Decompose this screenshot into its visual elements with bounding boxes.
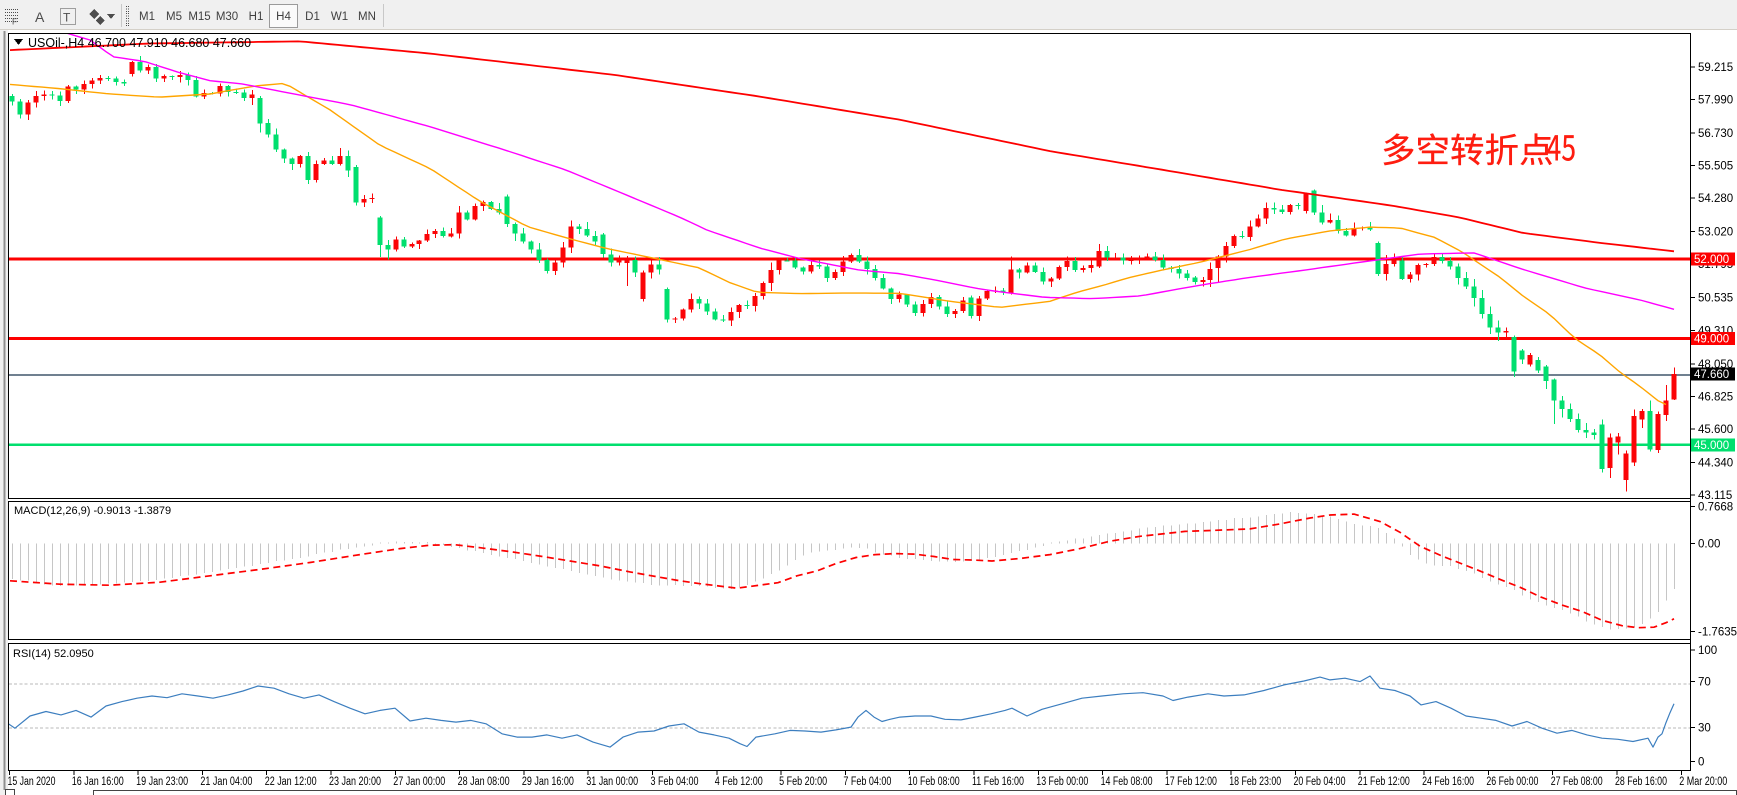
svg-text:4 Feb 12:00: 4 Feb 12:00 [715,776,763,788]
svg-text:20 Feb 04:00: 20 Feb 04:00 [1294,776,1346,788]
svg-text:-1.7635: -1.7635 [1698,627,1737,639]
svg-text:11 Feb 16:00: 11 Feb 16:00 [972,776,1024,788]
svg-text:53.020: 53.020 [1698,227,1733,239]
svg-text:F: F [12,17,17,27]
svg-text:46.825: 46.825 [1698,391,1733,403]
svg-text:44.340: 44.340 [1698,457,1733,469]
svg-text:27 Jan 00:00: 27 Jan 00:00 [393,776,445,788]
svg-text:22 Jan 12:00: 22 Jan 12:00 [265,776,317,788]
svg-text:M1: M1 [139,11,155,23]
svg-text:H4: H4 [276,11,291,23]
svg-text:24 Feb 16:00: 24 Feb 16:00 [1422,776,1474,788]
svg-text:13 Feb 00:00: 13 Feb 00:00 [1036,776,1088,788]
svg-text:17 Feb 12:00: 17 Feb 12:00 [1165,776,1217,788]
svg-text:47.660: 47.660 [1694,369,1729,381]
svg-text:H1: H1 [249,11,264,23]
svg-text:31 Jan 00:00: 31 Jan 00:00 [586,776,638,788]
svg-text:D1: D1 [305,11,320,23]
svg-text:2 Mar 20:00: 2 Mar 20:00 [1679,776,1727,788]
svg-text:45.000: 45.000 [1694,440,1729,452]
svg-text:28 Feb 16:00: 28 Feb 16:00 [1615,776,1667,788]
svg-text:70: 70 [1698,677,1711,689]
svg-text:MACD(12,26,9) -0.9013 -1.3879: MACD(12,26,9) -0.9013 -1.3879 [14,505,171,517]
svg-text:0: 0 [1698,757,1704,769]
svg-text:M30: M30 [216,11,238,23]
svg-text:52.000: 52.000 [1694,254,1729,266]
svg-text:3 Feb 04:00: 3 Feb 04:00 [651,776,699,788]
svg-text:45.600: 45.600 [1698,424,1733,436]
svg-text:T: T [63,11,71,25]
svg-text:0.00: 0.00 [1698,539,1720,551]
svg-text:A: A [35,9,45,25]
svg-text:M15: M15 [188,11,210,23]
svg-text:18 Feb 23:00: 18 Feb 23:00 [1229,776,1281,788]
svg-text:W1: W1 [331,11,348,23]
svg-text:0.7668: 0.7668 [1698,502,1733,514]
svg-text:15 Jan 2020: 15 Jan 2020 [8,776,56,788]
svg-text:M5: M5 [166,11,182,23]
svg-text:30: 30 [1698,723,1711,735]
svg-text:59.215: 59.215 [1698,62,1733,74]
svg-text:14 Feb 08:00: 14 Feb 08:00 [1101,776,1153,788]
svg-text:5 Feb 20:00: 5 Feb 20:00 [779,776,827,788]
svg-text:26 Feb 00:00: 26 Feb 00:00 [1486,776,1538,788]
svg-text:23 Jan 20:00: 23 Jan 20:00 [329,776,381,788]
svg-text:49.000: 49.000 [1694,334,1729,346]
svg-text:55.505: 55.505 [1698,161,1733,173]
svg-text:56.730: 56.730 [1698,128,1733,140]
svg-text:MN: MN [358,11,376,23]
svg-text:29 Jan 16:00: 29 Jan 16:00 [522,776,574,788]
svg-text:19 Jan 23:00: 19 Jan 23:00 [136,776,188,788]
svg-text:43.115: 43.115 [1698,490,1732,502]
svg-text:54.280: 54.280 [1698,193,1733,205]
svg-text:57.990: 57.990 [1698,95,1733,107]
svg-text:USOil-,H4 46.700 47.910 46.68: USOil-,H4 46.700 47.910 46.680 47.660 [28,36,251,50]
svg-text:21 Feb 12:00: 21 Feb 12:00 [1358,776,1410,788]
svg-text:RSI(14) 52.0950: RSI(14) 52.0950 [13,648,94,660]
svg-text:16 Jan 16:00: 16 Jan 16:00 [72,776,124,788]
svg-text:7 Feb 04:00: 7 Feb 04:00 [843,776,891,788]
svg-text:21 Jan 04:00: 21 Jan 04:00 [200,776,252,788]
svg-text:50.535: 50.535 [1698,293,1733,305]
svg-text:27 Feb 08:00: 27 Feb 08:00 [1551,776,1603,788]
svg-text:28 Jan 08:00: 28 Jan 08:00 [458,776,510,788]
svg-text:100: 100 [1698,645,1717,657]
svg-text:10 Feb 08:00: 10 Feb 08:00 [908,776,960,788]
